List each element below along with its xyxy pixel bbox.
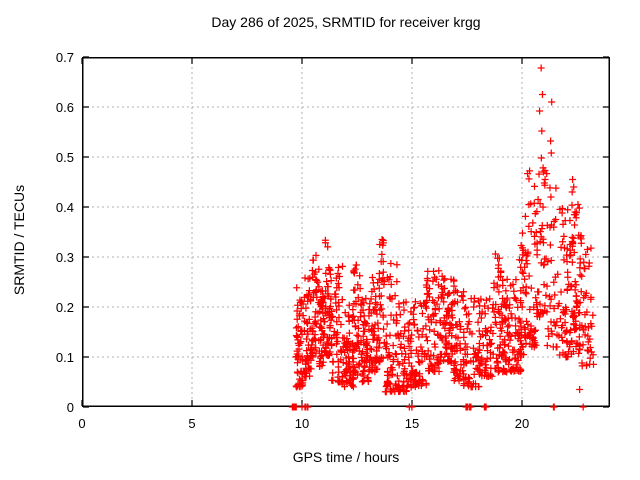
chart-title: Day 286 of 2025, SRMTID for receiver krg… <box>211 14 481 30</box>
x-tick-label: 15 <box>404 416 420 431</box>
y-axis-label: SRMTID / TECUs <box>11 184 27 296</box>
y-tick-label: 0 <box>66 399 74 415</box>
x-tick-label: 0 <box>78 416 86 431</box>
tick-marks <box>81 56 609 408</box>
x-tick-label: 10 <box>294 416 310 431</box>
x-axis-label: GPS time / hours <box>292 449 400 465</box>
y-tick-label: 0.7 <box>55 49 74 65</box>
x-tick-label: 5 <box>188 416 196 431</box>
y-tick-label: 0.5 <box>55 149 74 165</box>
y-tick-label: 0.3 <box>55 249 74 265</box>
scatter-points <box>288 64 597 411</box>
y-tick-label: 0.2 <box>55 299 74 315</box>
plot-border <box>82 57 610 407</box>
y-tick-label: 0.6 <box>55 99 74 115</box>
y-tick-label: 0.1 <box>55 349 74 365</box>
y-tick-label: 0.4 <box>55 199 74 215</box>
plot-area <box>81 56 610 411</box>
x-tick-label: 20 <box>514 416 530 431</box>
